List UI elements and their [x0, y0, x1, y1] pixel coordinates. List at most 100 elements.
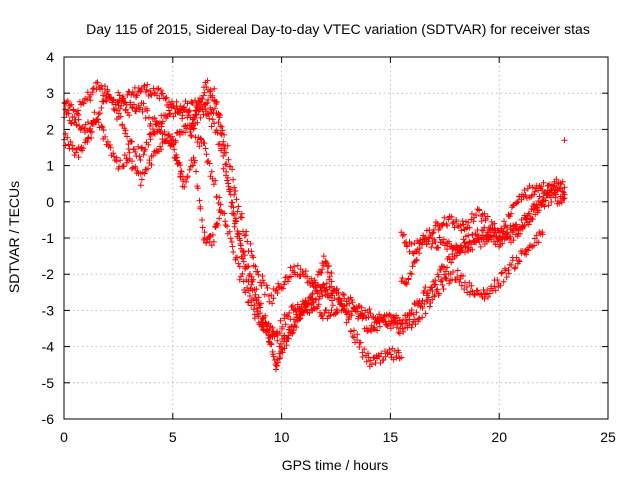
- data-point: [557, 180, 564, 187]
- data-point: [419, 297, 426, 304]
- data-point: [156, 127, 163, 134]
- data-point: [107, 144, 114, 151]
- data-point: [528, 205, 535, 212]
- data-point: [545, 182, 552, 189]
- data-point: [333, 309, 340, 316]
- data-point: [279, 349, 286, 356]
- data-point: [424, 290, 431, 297]
- data-point: [448, 259, 455, 266]
- data-point: [128, 138, 135, 145]
- data-point: [333, 285, 340, 292]
- data-point: [287, 264, 294, 271]
- data-point: [103, 98, 110, 105]
- data-point: [173, 103, 180, 110]
- data-point: [306, 310, 313, 317]
- data-point: [511, 265, 518, 272]
- data-point: [416, 250, 423, 257]
- data-point: [259, 277, 266, 284]
- data-point: [230, 176, 237, 183]
- data-point: [466, 224, 473, 231]
- data-point: [335, 289, 342, 296]
- data-point: [192, 108, 199, 115]
- data-point: [165, 131, 172, 138]
- data-point: [319, 292, 326, 299]
- data-point: [535, 198, 542, 205]
- data-point: [274, 356, 281, 363]
- data-point: [281, 281, 288, 288]
- data-point: [440, 220, 447, 227]
- data-point: [248, 302, 255, 309]
- data-point: [446, 280, 453, 287]
- data-point: [401, 231, 408, 238]
- data-point: [129, 104, 136, 111]
- data-point: [533, 204, 540, 211]
- data-point: [359, 353, 366, 360]
- data-point: [516, 258, 523, 265]
- data-point: [286, 326, 293, 333]
- data-point: [383, 321, 390, 328]
- data-point: [84, 119, 91, 126]
- data-point: [202, 145, 209, 152]
- data-point: [471, 292, 478, 299]
- data-point: [339, 291, 346, 298]
- data-point: [208, 168, 215, 175]
- data-point: [505, 270, 512, 277]
- data-point: [216, 215, 223, 222]
- data-point: [302, 268, 309, 275]
- data-point: [128, 158, 135, 165]
- data-point: [105, 91, 112, 98]
- data-point: [206, 115, 213, 122]
- data-point: [525, 247, 532, 254]
- data-point: [176, 131, 183, 138]
- data-point: [64, 134, 71, 141]
- x-tick-label: 0: [60, 429, 68, 445]
- data-point: [156, 95, 163, 102]
- data-point: [157, 143, 164, 150]
- data-point: [98, 104, 105, 111]
- data-point: [225, 156, 232, 163]
- data-point: [436, 234, 443, 241]
- data-point: [368, 361, 375, 368]
- data-point: [94, 116, 101, 123]
- data-point: [212, 177, 219, 184]
- data-point: [406, 316, 413, 323]
- data-point: [244, 238, 251, 245]
- data-point: [255, 271, 262, 278]
- data-point: [390, 322, 397, 329]
- data-point: [310, 304, 317, 311]
- data-point: [93, 80, 100, 87]
- data-point: [273, 363, 280, 370]
- data-point: [115, 110, 122, 117]
- y-tick-label: -2: [42, 266, 55, 282]
- data-point: [413, 257, 420, 264]
- data-point: [199, 216, 206, 223]
- data-point: [367, 310, 374, 317]
- data-point: [364, 309, 371, 316]
- data-point: [100, 127, 107, 134]
- data-point: [465, 232, 472, 239]
- data-point: [560, 195, 567, 202]
- data-point: [188, 133, 195, 140]
- x-axis-label: GPS time / hours: [282, 457, 389, 473]
- data-point: [277, 340, 284, 347]
- data-point: [151, 131, 158, 138]
- data-point: [456, 279, 463, 286]
- data-point: [289, 302, 296, 309]
- data-point: [197, 114, 204, 121]
- data-point: [125, 88, 132, 95]
- data-point: [432, 281, 439, 288]
- data-point: [243, 228, 250, 235]
- data-point: [194, 139, 201, 146]
- data-point: [434, 244, 441, 251]
- data-point: [104, 138, 111, 145]
- data-point: [88, 135, 95, 142]
- data-point: [398, 354, 405, 361]
- data-point: [329, 290, 336, 297]
- data-point: [255, 294, 262, 301]
- data-point: [184, 100, 191, 107]
- data-point: [131, 146, 138, 153]
- data-point: [432, 238, 439, 245]
- data-point: [524, 185, 531, 192]
- data-point: [512, 264, 519, 271]
- data-point: [233, 196, 240, 203]
